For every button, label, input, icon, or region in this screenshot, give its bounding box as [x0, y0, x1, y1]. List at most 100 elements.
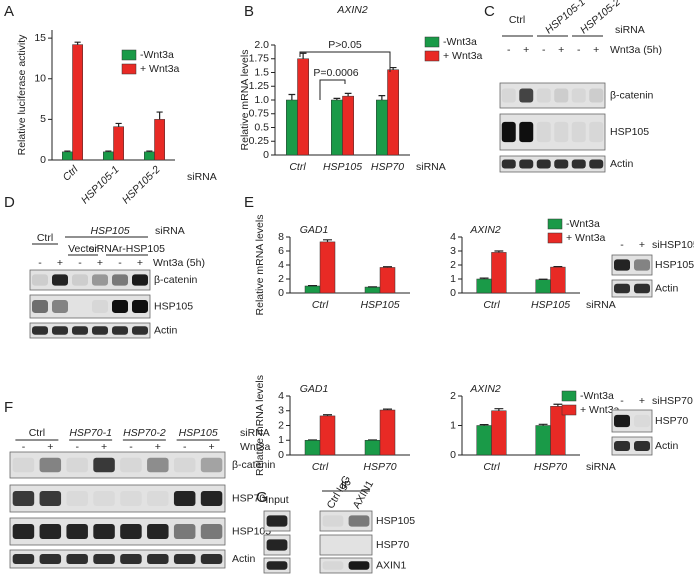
bar — [154, 119, 165, 161]
y-tick-label: 0 — [278, 287, 284, 299]
bar — [379, 409, 396, 456]
band — [589, 121, 604, 143]
y-tick-label: 1 — [278, 434, 284, 446]
y-tick-label: 1.0 — [254, 94, 269, 106]
band — [147, 457, 169, 473]
band — [323, 539, 344, 550]
bar — [376, 99, 388, 156]
y-tick-label: 0 — [263, 149, 269, 161]
band — [173, 553, 196, 565]
band — [52, 300, 68, 313]
row-label: HSP105 — [655, 259, 694, 271]
band — [348, 515, 370, 527]
panel-letter: G — [256, 489, 268, 506]
row-label: HSP105 — [376, 515, 415, 527]
band — [39, 457, 62, 473]
x-tick-label: HSP105 — [531, 299, 570, 311]
legend-swatch — [424, 36, 440, 48]
lane-sign: + — [47, 441, 53, 453]
band — [348, 561, 370, 570]
y-tick-label: 1 — [450, 419, 456, 431]
legend-label: + Wnt3a — [566, 232, 606, 244]
bar — [491, 252, 507, 294]
band — [66, 457, 88, 473]
band — [66, 491, 88, 506]
legend-swatch — [121, 63, 137, 75]
blot — [499, 82, 606, 109]
band — [92, 300, 108, 313]
lane-label: Input — [265, 494, 288, 506]
band — [519, 159, 534, 169]
band — [571, 88, 586, 103]
legend-label: -Wnt3a — [140, 49, 174, 61]
band — [519, 121, 534, 143]
y-tick-label: 0 — [450, 449, 456, 461]
bar — [535, 425, 551, 456]
band — [571, 121, 586, 143]
band — [120, 523, 142, 540]
lane-sign: - — [542, 44, 546, 56]
y-tick-label: 1.75 — [249, 53, 270, 65]
error-bar — [299, 52, 307, 59]
y-axis-label: Relative luciferase activity — [16, 34, 28, 156]
lane-sign: - — [620, 239, 624, 251]
error-bar — [553, 403, 563, 407]
x-tick-label: HSP70 — [363, 461, 396, 473]
legend-label: + Wnt3a — [580, 404, 620, 416]
group-label: HSP105 — [179, 427, 218, 439]
band — [132, 326, 148, 335]
group-axis-label: siRNA — [240, 427, 270, 439]
row-label: HSP70 — [232, 492, 265, 504]
band — [634, 415, 650, 427]
legend-swatch — [547, 218, 563, 230]
error-bar — [288, 93, 296, 100]
lane-sign: - — [507, 44, 511, 56]
y-tick-label: 1.5 — [254, 66, 269, 78]
error-bar — [105, 150, 112, 152]
band — [12, 553, 35, 565]
y-tick-label: 0 — [278, 449, 284, 461]
y-axis-label: Relative mRNA levels — [254, 215, 266, 316]
error-bar — [383, 408, 392, 411]
row-label: HSP105 — [154, 300, 193, 312]
band — [200, 490, 223, 507]
chart-title: AXIN2 — [336, 4, 368, 16]
band — [93, 491, 115, 506]
row-label: HSP70 — [376, 539, 409, 551]
lane-label: Ctrl IgG — [325, 474, 353, 511]
lane-sign: + — [208, 441, 214, 453]
band — [536, 159, 551, 169]
band — [634, 259, 650, 271]
row-label: β-catenin — [610, 89, 654, 101]
x-tick-label: HSP105-1 — [79, 164, 122, 207]
y-tick-label: 2 — [450, 390, 456, 402]
lane-sign: + — [155, 441, 161, 453]
x-axis-label: siRNA — [416, 161, 446, 173]
bar — [319, 241, 336, 294]
error-bar — [479, 424, 489, 426]
ip-label: IP — [341, 479, 351, 491]
legend-label: -Wnt3a — [580, 390, 614, 402]
x-axis-label: siRNA — [586, 461, 616, 473]
band — [72, 300, 88, 313]
chart-title: GAD1 — [300, 383, 329, 395]
bar — [491, 410, 507, 456]
bar — [319, 415, 336, 456]
bar — [342, 95, 354, 156]
row-label: β-catenin — [154, 274, 198, 286]
band — [634, 283, 650, 294]
error-bar — [323, 239, 332, 242]
band — [93, 457, 115, 473]
band — [112, 326, 128, 335]
band — [536, 88, 551, 103]
lane-sign: - — [118, 257, 122, 269]
bar — [476, 425, 492, 456]
legend-swatch — [121, 49, 137, 61]
panel-letter: F — [4, 399, 13, 416]
blot — [499, 113, 606, 151]
group-label: HSP70-1 — [69, 427, 112, 439]
band — [266, 515, 288, 527]
band — [634, 440, 650, 452]
band — [120, 553, 142, 565]
